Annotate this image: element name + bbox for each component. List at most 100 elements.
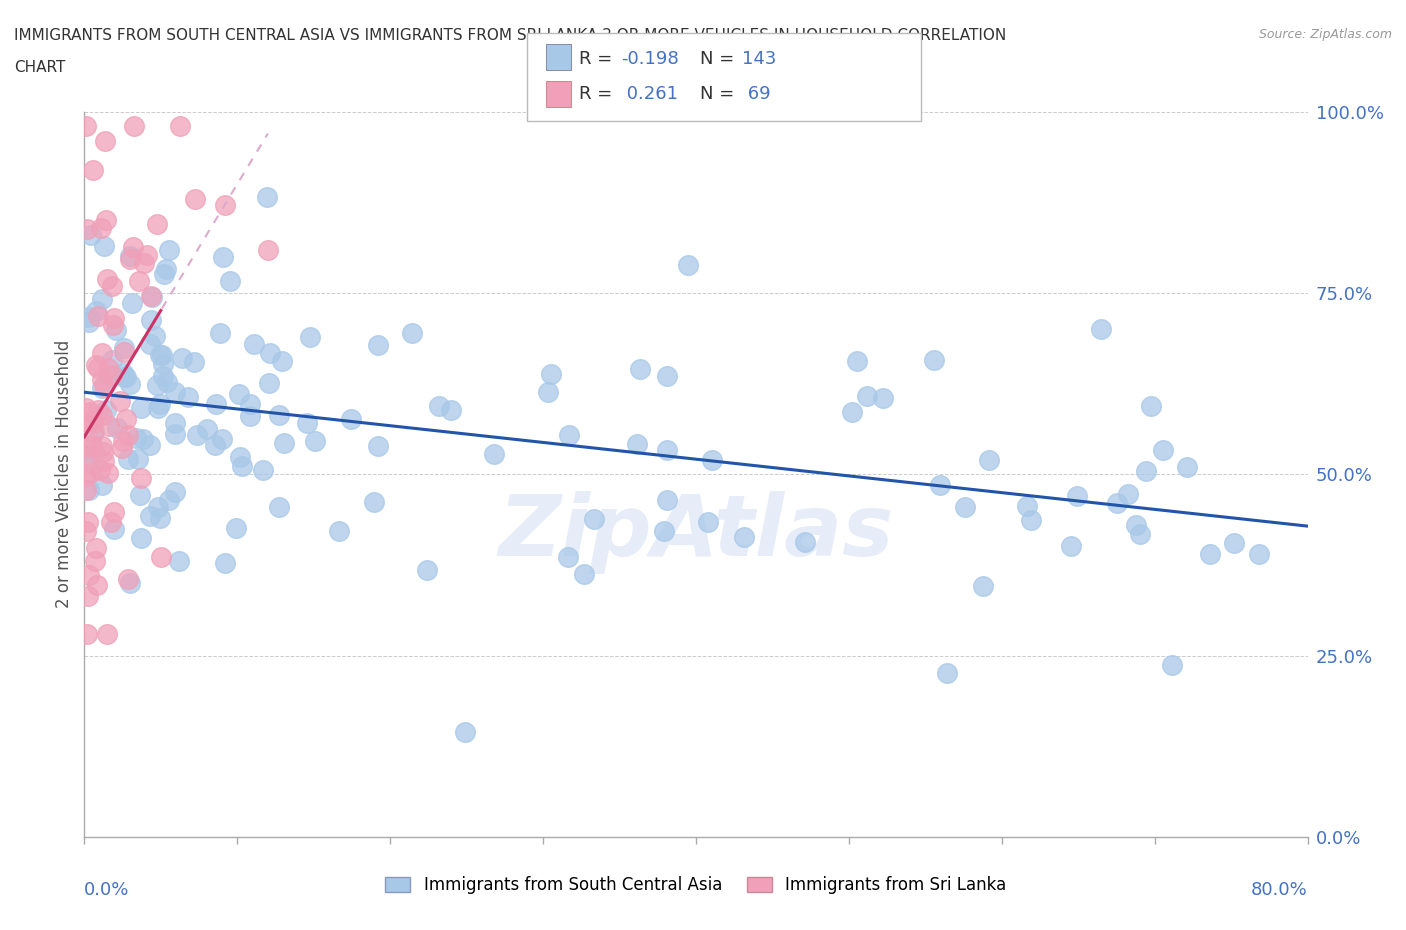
Point bbox=[367, 338, 389, 352]
Point bbox=[105, 323, 128, 338]
Point bbox=[572, 566, 595, 581]
Point bbox=[128, 273, 150, 288]
Point bbox=[86, 540, 108, 555]
Point bbox=[91, 372, 114, 387]
Point bbox=[225, 521, 247, 536]
Point bbox=[540, 366, 562, 381]
Point bbox=[1019, 513, 1042, 528]
Point bbox=[367, 438, 389, 453]
Text: 0.0%: 0.0% bbox=[84, 881, 129, 898]
Point bbox=[77, 314, 100, 329]
Point bbox=[239, 397, 262, 412]
Point bbox=[138, 336, 160, 351]
Point bbox=[239, 408, 262, 423]
Point bbox=[163, 427, 186, 442]
Point bbox=[90, 407, 112, 422]
Point bbox=[97, 360, 120, 375]
Point bbox=[77, 567, 100, 582]
Point bbox=[75, 447, 97, 462]
Point bbox=[1140, 398, 1163, 413]
Point bbox=[86, 578, 108, 592]
Point bbox=[89, 463, 111, 478]
Point bbox=[75, 524, 97, 538]
Point bbox=[82, 163, 104, 178]
Point bbox=[134, 256, 156, 271]
Point bbox=[87, 402, 110, 417]
Point bbox=[929, 477, 952, 492]
Point bbox=[846, 354, 869, 369]
Point bbox=[84, 358, 107, 373]
Point bbox=[115, 411, 138, 426]
Point bbox=[626, 437, 648, 452]
Point bbox=[80, 440, 103, 455]
Point bbox=[90, 380, 112, 395]
Point bbox=[1107, 496, 1129, 511]
Point bbox=[1116, 486, 1139, 501]
Point bbox=[169, 119, 191, 134]
Point bbox=[537, 384, 560, 399]
Point bbox=[100, 514, 122, 529]
Point bbox=[170, 351, 193, 365]
Point bbox=[696, 514, 718, 529]
Point bbox=[93, 238, 115, 253]
Point bbox=[146, 499, 169, 514]
Point bbox=[84, 304, 107, 319]
Point bbox=[259, 346, 281, 361]
Point bbox=[75, 483, 97, 498]
Point bbox=[152, 368, 174, 383]
Point bbox=[83, 445, 105, 459]
Point bbox=[96, 627, 118, 642]
Point bbox=[155, 261, 177, 276]
Point bbox=[256, 190, 278, 205]
Point bbox=[243, 337, 266, 352]
Point bbox=[652, 524, 675, 538]
Point bbox=[228, 386, 250, 401]
Point bbox=[139, 438, 162, 453]
Point bbox=[582, 512, 605, 526]
Point bbox=[143, 329, 166, 344]
Point bbox=[77, 514, 100, 529]
Point bbox=[80, 438, 103, 453]
Point bbox=[100, 367, 122, 382]
Point bbox=[733, 529, 755, 544]
Text: N =: N = bbox=[700, 86, 740, 103]
Point bbox=[112, 344, 135, 359]
Text: 0.261: 0.261 bbox=[621, 86, 679, 103]
Point bbox=[87, 361, 110, 376]
Point bbox=[231, 458, 253, 473]
Point bbox=[657, 492, 679, 507]
Point bbox=[122, 119, 145, 134]
Point bbox=[129, 487, 152, 502]
Point bbox=[214, 555, 236, 570]
Point bbox=[152, 356, 174, 371]
Point bbox=[118, 252, 141, 267]
Point bbox=[96, 403, 118, 418]
Text: ZipAtlas: ZipAtlas bbox=[498, 491, 894, 574]
Point bbox=[270, 353, 292, 368]
Point bbox=[112, 370, 135, 385]
Point bbox=[112, 341, 135, 356]
Point bbox=[304, 433, 326, 448]
Point bbox=[112, 433, 135, 448]
Point bbox=[118, 377, 141, 392]
Point bbox=[108, 393, 131, 408]
Point bbox=[298, 329, 321, 344]
Point bbox=[427, 399, 450, 414]
Point bbox=[655, 369, 678, 384]
Text: 80.0%: 80.0% bbox=[1251, 881, 1308, 898]
Point bbox=[953, 500, 976, 515]
Point bbox=[136, 247, 159, 262]
Point bbox=[146, 401, 169, 416]
Point bbox=[149, 397, 172, 412]
Point bbox=[117, 571, 139, 586]
Point bbox=[401, 326, 423, 341]
Point bbox=[208, 326, 231, 340]
Point bbox=[267, 499, 290, 514]
Y-axis label: 2 or more Vehicles in Household: 2 or more Vehicles in Household bbox=[55, 340, 73, 608]
Point bbox=[76, 627, 98, 642]
Text: R =: R = bbox=[579, 50, 619, 68]
Point bbox=[157, 493, 180, 508]
Point bbox=[1199, 547, 1222, 562]
Point bbox=[101, 278, 124, 293]
Point bbox=[82, 426, 104, 441]
